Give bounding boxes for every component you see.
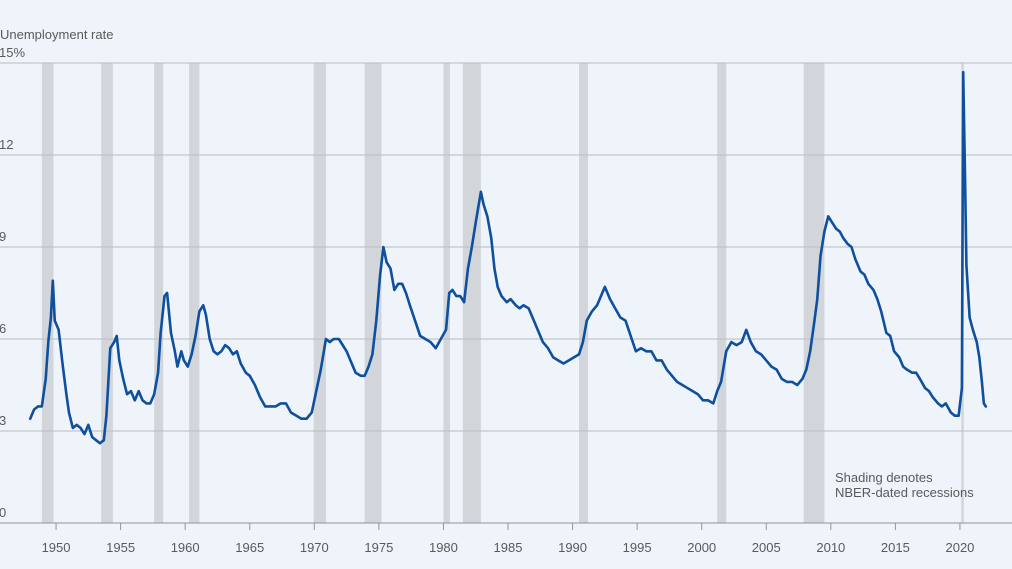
x-tick-label: 2000 [687,540,716,555]
y-tick-label: 9 [0,229,6,244]
x-tick-label: 1980 [429,540,458,555]
x-tick-label: 1955 [106,540,135,555]
x-tick-label: 1985 [494,540,523,555]
x-tick-label: 1950 [42,540,71,555]
recession-band [101,63,113,523]
annotation: NBER-dated recessions [835,485,974,500]
x-tick-label: 1975 [364,540,393,555]
x-tick-label: 1960 [171,540,200,555]
annotation: Shading denotes [835,470,933,485]
axis-title: Unemployment rate [0,27,113,42]
grid: 0 3 6 9 12 15% 1950 1955 1960 1965 1970 1975 1980 198… [0,45,1012,555]
x-tick-label: 1965 [235,540,264,555]
recession-band [803,63,825,523]
recession-band [717,63,727,523]
y-tick-label: 15% [0,45,25,60]
y-tick-label: 0 [0,505,6,520]
y-tick-label: 12 [0,137,13,152]
recession-bands [41,63,964,523]
recession-band [462,63,481,523]
recession-band [364,63,382,523]
recession-band [154,63,164,523]
x-tick-label: 2010 [816,540,845,555]
recession-band [41,63,54,523]
plot [28,70,988,445]
x-tick-label: 1990 [558,540,587,555]
y-tick-label: 3 [0,413,6,428]
x-tick-label: 2020 [945,540,974,555]
x-tick-label: 1995 [623,540,652,555]
recession-band [189,63,200,523]
unemployment-line [28,70,988,445]
y-tick-label: 6 [0,321,6,336]
x-tick-label: 2005 [752,540,781,555]
recession-band [579,63,589,523]
x-tick-label: 2015 [881,540,910,555]
recession-band [313,63,326,523]
x-tick-label: 1970 [300,540,329,555]
recession-band [443,63,450,523]
